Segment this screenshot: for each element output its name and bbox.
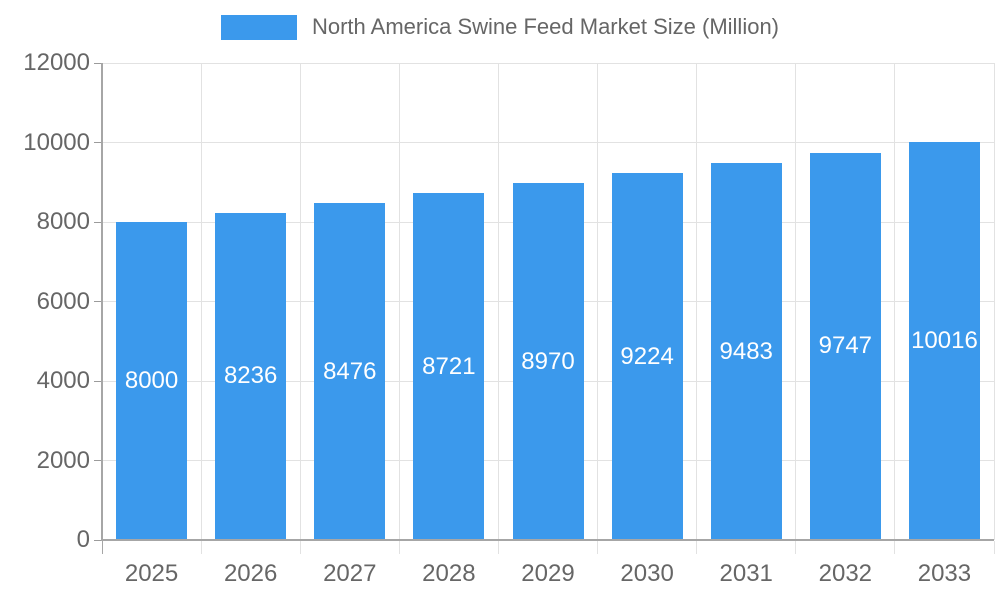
h-gridline [102,62,994,64]
bar-value-label: 9747 [818,332,873,360]
bar [413,193,485,539]
bar-value-label: 8476 [323,357,377,385]
v-gridline [497,63,499,540]
y-axis-label: 0 [76,526,90,553]
y-axis-tick [94,380,102,382]
x-axis-label: 2030 [620,560,674,587]
x-axis-tick [398,541,400,554]
bar [908,141,980,539]
x-axis-tick [497,541,499,554]
bar [512,183,584,539]
x-axis-tick [597,541,599,554]
x-axis-tick [101,541,103,554]
v-gridline [894,63,896,540]
x-axis-tick [200,541,202,554]
bar-value-label: 9483 [719,337,773,365]
bar-value-label: 8000 [124,367,179,394]
bar-value-label: 9224 [620,342,674,370]
x-axis-label: 2027 [323,560,377,587]
chart-legend[interactable]: North America Swine Feed Market Size (Mi… [0,14,1000,40]
y-axis-label: 2000 [36,446,90,474]
x-axis-line [101,539,994,541]
v-gridline [993,63,995,540]
y-axis-tick [94,221,102,223]
bar [809,152,881,539]
y-axis-label: 10000 [23,128,90,156]
bar-value-label: 8970 [521,347,575,375]
v-gridline [795,63,797,540]
x-axis-label: 2025 [124,560,179,587]
x-axis-tick [299,541,301,554]
h-gridline [102,142,994,143]
bar-value-label: 10016 [911,326,978,354]
bar [611,173,683,539]
y-axis-label: 4000 [36,367,90,394]
y-axis-line [101,63,103,540]
bar [116,222,188,539]
x-axis-label: 2033 [917,560,972,587]
x-axis-label: 2029 [521,560,575,587]
y-axis-tick [94,301,102,302]
x-axis-label: 2028 [422,560,476,587]
v-gridline [597,63,599,540]
bar [215,212,287,539]
bar-value-label: 8721 [422,352,476,380]
v-gridline [299,63,301,540]
v-gridline [398,63,400,540]
bar [710,163,782,539]
legend-swatch [220,14,297,40]
x-axis-tick [696,541,698,554]
y-axis-label: 6000 [36,287,90,315]
v-gridline [200,63,202,540]
x-axis-label: 2032 [818,560,873,587]
bar-value-label: 8236 [223,362,278,390]
y-axis-tick [94,539,102,541]
y-axis-tick [94,142,102,143]
x-axis-tick [993,541,995,554]
x-axis-tick [795,541,797,554]
x-axis-label: 2031 [719,560,773,587]
y-axis-tick [94,62,102,64]
y-axis-tick [94,460,102,461]
v-gridline [696,63,698,540]
bar [314,203,386,539]
x-axis-label: 2026 [223,560,278,587]
legend-label: North America Swine Feed Market Size (Mi… [311,14,780,39]
y-axis-label: 8000 [36,208,90,235]
y-axis-label: 12000 [23,49,90,76]
x-axis-tick [894,541,896,554]
